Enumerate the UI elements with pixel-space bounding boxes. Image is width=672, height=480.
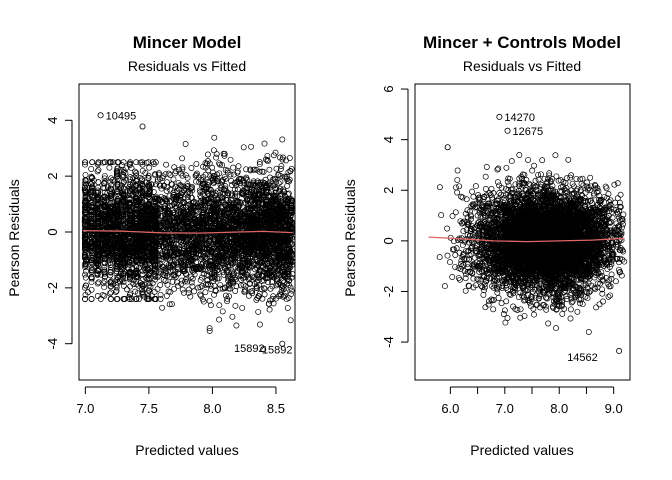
scatter-point bbox=[287, 317, 294, 324]
scatter-point bbox=[179, 166, 186, 173]
scatter-point bbox=[162, 171, 169, 178]
scatter-point bbox=[213, 151, 220, 158]
scatter-point bbox=[82, 274, 89, 281]
scatter-point bbox=[89, 267, 95, 274]
scatter-point bbox=[272, 176, 279, 183]
scatter-point bbox=[195, 284, 202, 291]
scatter-point bbox=[107, 296, 114, 302]
scatter-point bbox=[231, 186, 238, 193]
scatter-point bbox=[232, 288, 239, 294]
scatter-point bbox=[255, 308, 262, 315]
scatter-point bbox=[164, 179, 170, 186]
scatter-point bbox=[101, 284, 108, 291]
scatter-point bbox=[107, 272, 114, 279]
scatter-point bbox=[167, 289, 174, 296]
scatter-point bbox=[95, 167, 102, 173]
scatter-point bbox=[88, 296, 95, 302]
chart-title: Mincer Model bbox=[133, 33, 242, 52]
mincer-model-panel: Mincer Model Residuals vs Fitted Predict… bbox=[6, 33, 296, 458]
scatter-point bbox=[191, 288, 198, 295]
scatter-point bbox=[199, 283, 205, 290]
scatter-point bbox=[153, 181, 159, 188]
scatter-point bbox=[148, 181, 155, 188]
scatter-point bbox=[219, 308, 226, 315]
scatter-point bbox=[277, 178, 284, 185]
scatter-point bbox=[227, 156, 234, 163]
scatter-point bbox=[179, 155, 186, 162]
scatter-point bbox=[216, 302, 223, 309]
scatter-point bbox=[256, 321, 263, 328]
scatter-point bbox=[288, 291, 295, 297]
x-axis-label: Predicted values bbox=[135, 442, 239, 458]
scatter-point bbox=[253, 166, 260, 173]
scatter-point bbox=[209, 164, 216, 171]
scatter-point bbox=[219, 162, 226, 169]
scatter-point bbox=[163, 187, 170, 194]
scatter-point bbox=[188, 165, 195, 171]
scatter-point bbox=[266, 306, 273, 313]
scatter-point bbox=[266, 166, 273, 173]
scatter-point bbox=[202, 289, 209, 296]
scatter-point bbox=[146, 164, 153, 171]
scatter-point bbox=[164, 281, 171, 288]
scatter-point bbox=[204, 151, 211, 158]
y-axis-label: Pearson Residuals bbox=[6, 179, 22, 297]
scatter-point bbox=[240, 144, 247, 151]
scatter-point bbox=[286, 155, 293, 161]
scatter-point bbox=[139, 286, 146, 292]
scatter-point bbox=[193, 160, 200, 167]
scatter-point bbox=[256, 168, 263, 175]
scatter-point bbox=[179, 286, 186, 293]
scatter-point bbox=[206, 327, 213, 334]
scatter-point bbox=[180, 183, 187, 190]
scatter-point bbox=[82, 171, 89, 178]
scatter-point bbox=[120, 283, 127, 289]
scatter-point bbox=[88, 266, 95, 273]
scatter-point bbox=[163, 292, 170, 299]
scatter-point bbox=[106, 290, 113, 297]
scatter-point bbox=[233, 322, 240, 329]
scatter-point bbox=[106, 164, 113, 171]
scatter-point bbox=[94, 280, 101, 287]
scatter-point bbox=[235, 163, 242, 170]
scatter-point bbox=[163, 161, 170, 168]
scatter-point bbox=[265, 279, 272, 286]
scatter-point bbox=[273, 165, 280, 172]
scatter-point bbox=[185, 262, 192, 269]
scatter-point bbox=[224, 298, 231, 305]
scatter-point bbox=[210, 147, 217, 154]
scatter-point bbox=[187, 293, 194, 300]
scatter-point bbox=[284, 304, 291, 311]
scatter-point bbox=[94, 168, 101, 175]
scatter-point bbox=[283, 157, 289, 164]
scatter-point bbox=[248, 143, 255, 150]
scatter-points bbox=[81, 134, 295, 334]
chart-subtitle: Residuals vs Fitted bbox=[128, 58, 246, 74]
scatter-point bbox=[88, 166, 95, 172]
scatter-point bbox=[188, 279, 195, 286]
scatter-point bbox=[157, 282, 164, 288]
scatter-point bbox=[211, 134, 218, 141]
scatter-point bbox=[182, 141, 189, 147]
scatter-point bbox=[243, 166, 250, 173]
scatter-point bbox=[185, 286, 192, 293]
scatter-point bbox=[229, 313, 236, 320]
scatter-point bbox=[278, 163, 285, 169]
scatter-point bbox=[222, 292, 229, 299]
scatter-point bbox=[159, 304, 166, 311]
scatter-point bbox=[216, 316, 223, 323]
scatter-point bbox=[171, 285, 178, 292]
scatter-point bbox=[261, 140, 268, 147]
scatter-point bbox=[216, 160, 223, 167]
scatter-point bbox=[95, 179, 102, 186]
scatter-point bbox=[232, 302, 239, 309]
scatter-point bbox=[94, 293, 101, 299]
scatter-point bbox=[279, 136, 286, 143]
scatter-point bbox=[188, 184, 195, 191]
scatter-point bbox=[165, 170, 172, 177]
scatter-point bbox=[230, 164, 237, 171]
